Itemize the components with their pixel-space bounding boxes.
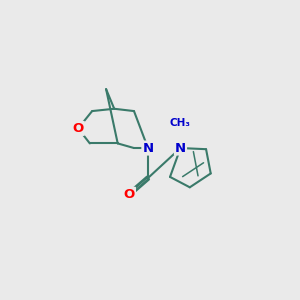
Text: CH₃: CH₃ [170,118,191,128]
Text: N: N [142,142,154,154]
Text: N: N [175,142,186,154]
Text: O: O [73,122,84,135]
Text: O: O [124,188,135,201]
